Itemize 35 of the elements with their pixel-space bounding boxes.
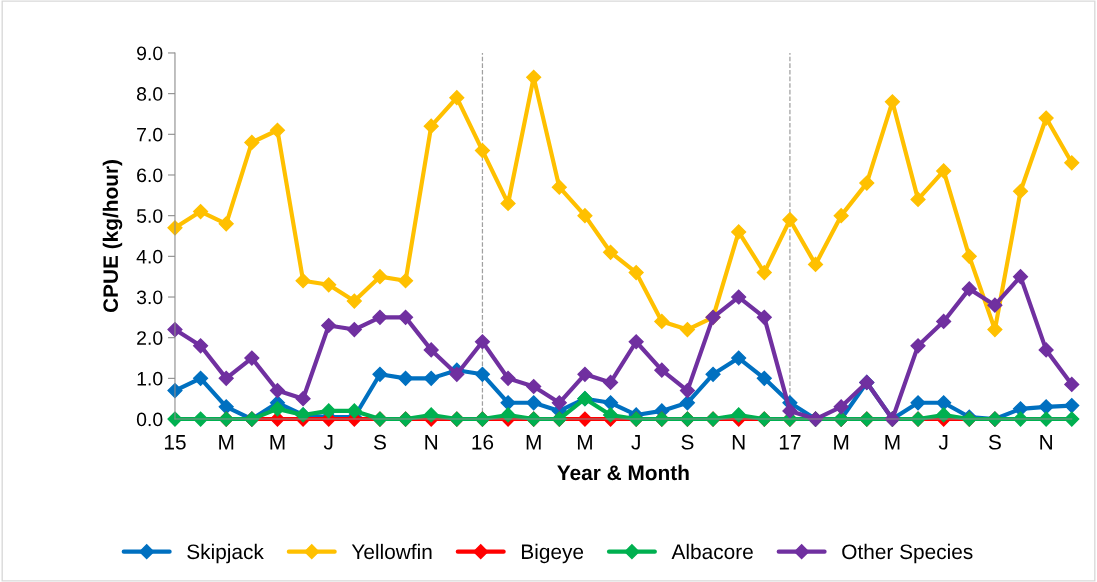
y-tick-label: 7.0 bbox=[137, 127, 163, 142]
y-tick-label: 4.0 bbox=[136, 249, 163, 264]
y-tick-label: 6.0 bbox=[137, 168, 163, 183]
y-tick-label: 0.0 bbox=[136, 412, 163, 427]
y-tick-label: 8.0 bbox=[136, 87, 163, 101]
x-tick-label: M bbox=[526, 435, 541, 450]
legend-label: Yellowfin bbox=[351, 543, 432, 560]
x-tick-label: J bbox=[631, 435, 640, 450]
y-tick-label: 5.0 bbox=[136, 209, 163, 223]
x-tick-label: N bbox=[1040, 435, 1052, 450]
x-tick-label: M bbox=[219, 435, 234, 450]
x-tick-label: J bbox=[938, 435, 948, 450]
y-axis-title: CPUE (kg/hour) bbox=[102, 160, 123, 313]
legend-label: Albacore bbox=[671, 543, 753, 560]
x-tick-label: M bbox=[270, 435, 285, 450]
x-tick-label: S bbox=[988, 434, 1001, 450]
legend-label: Bigeye bbox=[522, 543, 584, 564]
x-tick-label: M bbox=[577, 435, 592, 450]
x-tick-label: S bbox=[681, 434, 694, 450]
x-tick-label: 15 bbox=[164, 435, 186, 450]
legend-label: Skipjack bbox=[187, 543, 264, 564]
y-tick-label: 2.0 bbox=[137, 331, 163, 345]
x-tick-label: N bbox=[732, 435, 745, 450]
x-tick-label: M bbox=[885, 435, 900, 450]
x-tick-label: 17 bbox=[779, 435, 801, 450]
x-axis-title: Year & Month bbox=[557, 464, 689, 481]
y-tick-label: 3.0 bbox=[136, 290, 163, 305]
y-tick-label: 9.0 bbox=[137, 46, 163, 61]
x-tick-label: S bbox=[373, 434, 386, 450]
x-tick-label: N bbox=[425, 435, 438, 450]
x-tick-label: 16 bbox=[472, 434, 494, 450]
legend-label: Other Species bbox=[842, 543, 973, 564]
x-tick-label: J bbox=[323, 435, 333, 450]
y-tick-label: 1.0 bbox=[137, 371, 163, 386]
x-tick-label: M bbox=[834, 435, 849, 450]
